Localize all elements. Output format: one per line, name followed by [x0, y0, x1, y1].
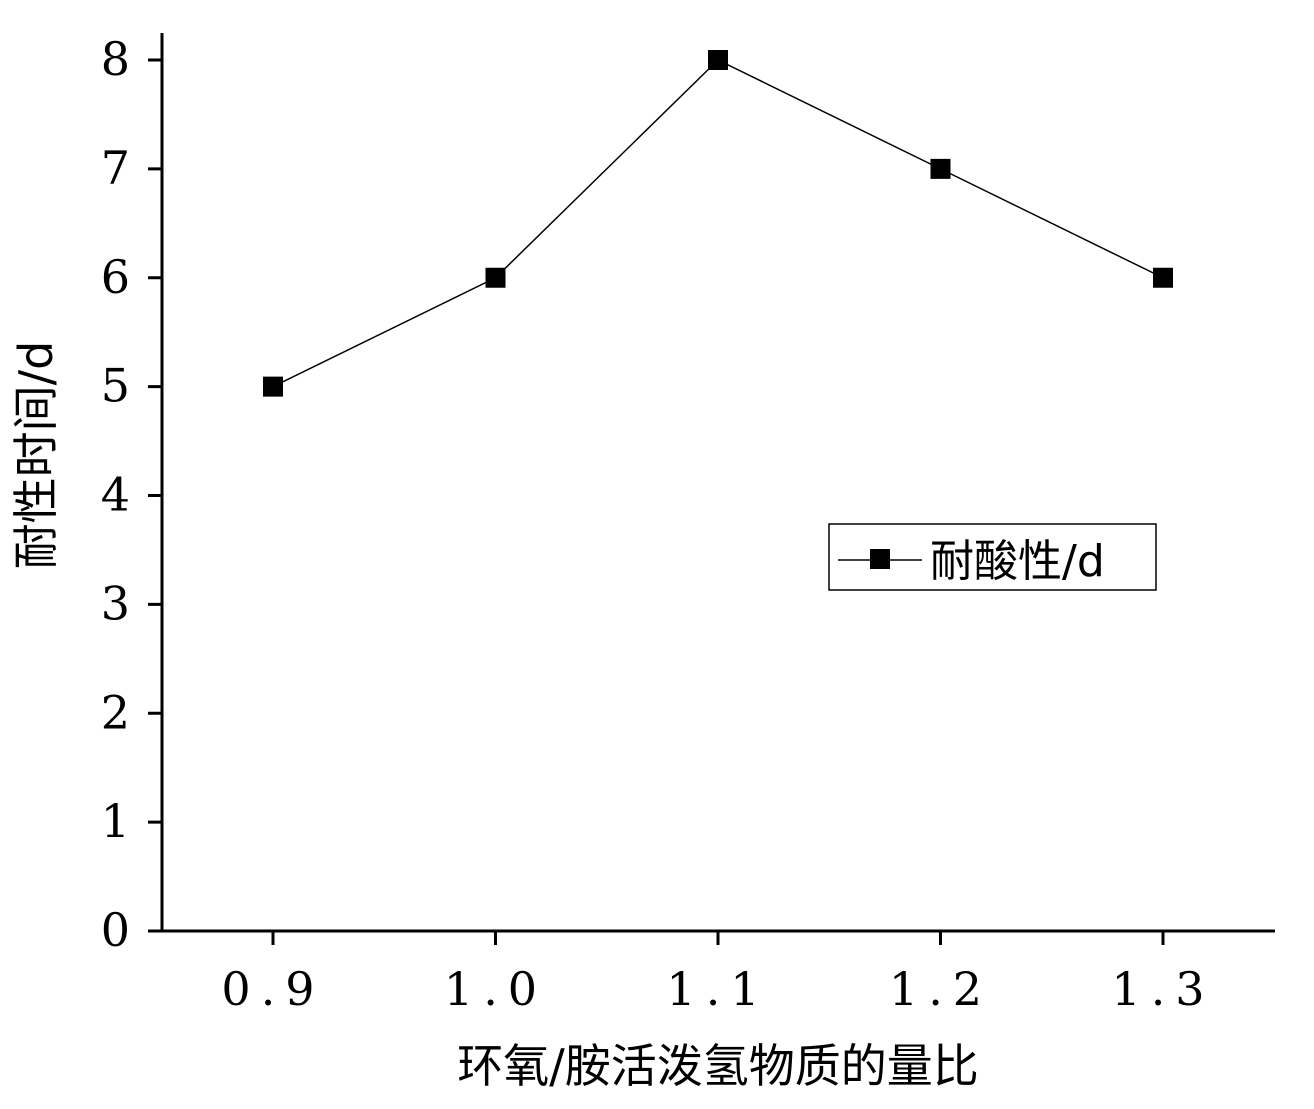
- data-point-marker: [263, 376, 283, 397]
- legend-label: 耐酸性/d: [930, 536, 1105, 587]
- y-tick-label: 8: [101, 32, 130, 86]
- x-tick-label: 1.2: [889, 962, 992, 1016]
- data-point-marker: [1153, 267, 1173, 288]
- data-point-marker: [485, 267, 506, 288]
- legend-marker-square: [870, 549, 890, 569]
- x-tick-label: 1.3: [1111, 962, 1214, 1016]
- x-ticks: 0.9 1.0 1.1 1.2 1.3: [221, 931, 1214, 1016]
- y-tick-label: 2: [101, 685, 130, 739]
- y-tick-label: 5: [101, 359, 130, 413]
- y-tick-label: 0: [101, 903, 130, 957]
- series-line: [272, 59, 1164, 388]
- y-tick-label: 6: [101, 250, 130, 304]
- x-tick-label: 0.9: [221, 962, 324, 1016]
- y-tick-label: 1: [101, 794, 130, 848]
- series-group: [263, 50, 1173, 397]
- y-axis-title: 耐性时间/d: [9, 341, 63, 570]
- y-tick-label: 7: [101, 141, 130, 195]
- x-tick-label: 1.1: [666, 962, 769, 1016]
- y-tick-label: 4: [101, 468, 130, 522]
- y-tick-label: 3: [101, 576, 130, 630]
- data-point-marker: [930, 158, 951, 179]
- data-point-marker: [708, 50, 728, 70]
- y-ticks: 0 1 2 3 4 5 6 7 8: [101, 32, 162, 957]
- x-axis-title: 环氧/胺活泼氢物质的量比: [457, 1039, 979, 1093]
- legend: 耐酸性/d: [828, 523, 1157, 591]
- x-tick-label: 1.0: [444, 962, 547, 1016]
- axes: [160, 33, 1275, 933]
